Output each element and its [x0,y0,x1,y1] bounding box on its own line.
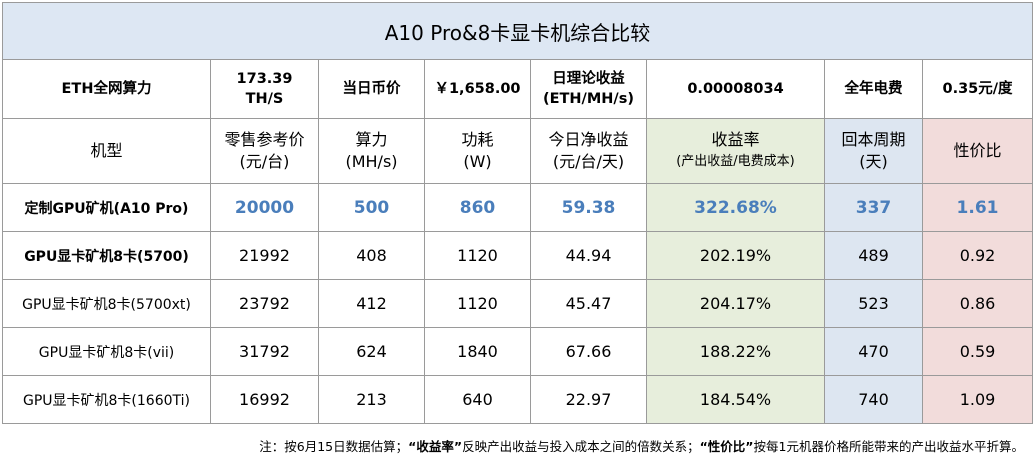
header-hash-unit: (MH/s) [345,152,398,171]
row-payback: 337 [824,183,923,232]
header-power-label: 功耗 [461,130,494,149]
footnote-part1: 注：按6月15日数据估算； [259,439,409,454]
row-net: 59.38 [530,183,647,232]
header-yield: 收益率 (产出收益/电费成本) [646,118,825,184]
row-model: GPU显卡矿机8卡(5700) [2,231,211,280]
header-payback-unit: (天) [859,152,888,171]
row-payback: 489 [824,231,923,280]
row-power: 640 [424,375,531,424]
row-value: 0.59 [921,327,1034,376]
header-net: 今日净收益 (元/台/天) [530,118,647,184]
row-hash: 412 [318,279,425,328]
header-yield-unit: (产出收益/电费成本) [676,154,795,169]
row-power: 1120 [424,231,531,280]
table-title: A10 Pro&8卡显卡机综合比较 [1,2,1034,60]
header-price-label: 零售参考价 [224,130,305,149]
electricity-label: 全年电费 [824,59,923,119]
row-yield: 202.19% [646,231,825,280]
header-payback-label: 回本周期 [841,130,906,149]
comparison-table: A10 Pro&8卡显卡机综合比较 ETH全网算力 173.39 TH/S 当日币… [1,2,1034,424]
row-yield: 204.17% [646,279,825,328]
table-row: 定制GPU矿机(A10 Pro) 20000 500 860 59.38 322… [2,183,1034,232]
row-model: 定制GPU矿机(A10 Pro) [2,183,211,232]
price-label: 当日币价 [318,59,425,119]
row-price: 16992 [210,375,319,424]
row-hash: 408 [318,231,425,280]
table-row: GPU显卡矿机8卡(5700) 21992 408 1120 44.94 202… [2,231,1034,280]
row-model: GPU显卡矿机8卡(5700xt) [2,279,211,328]
price-value: ￥1,658.00 [424,59,531,119]
row-value: 0.92 [921,231,1034,280]
row-net: 22.97 [530,375,647,424]
table-row: GPU显卡矿机8卡(vii) 31792 624 1840 67.66 188.… [2,327,1034,376]
row-value: 0.86 [921,279,1034,328]
row-value: 1.09 [921,375,1034,424]
footnote-part3: 按每1元机器价格所能带来的产出收益水平折算。 [753,439,1024,454]
row-price: 21992 [210,231,319,280]
row-yield: 322.68% [646,183,825,232]
header-price: 零售参考价 (元/台) [210,118,319,184]
header-yield-label: 收益率 [711,130,760,149]
row-price: 31792 [210,327,319,376]
table-row: GPU显卡矿机8卡(1660Ti) 16992 213 640 22.97 18… [2,375,1034,424]
row-yield: 188.22% [646,327,825,376]
hashrate-label: ETH全网算力 [2,59,211,119]
stats-row: ETH全网算力 173.39 TH/S 当日币价 ￥1,658.00 日理论收益(… [2,59,1034,119]
header-net-label: 今日净收益 [548,130,629,149]
header-hash-label: 算力 [355,130,388,149]
row-net: 67.66 [530,327,647,376]
header-power-unit: (W) [463,152,492,171]
header-price-unit: (元/台) [239,152,290,171]
footnote-term-value: “性价比” [699,439,754,454]
hashrate-value: 173.39 TH/S [210,59,319,119]
header-hash: 算力 (MH/s) [318,118,425,184]
electricity-value: 0.35元/度 [921,59,1034,119]
table-row: GPU显卡矿机8卡(5700xt) 23792 412 1120 45.47 2… [2,279,1034,328]
row-price: 23792 [210,279,319,328]
header-model: 机型 [2,118,211,184]
footnote-term-yield: “收益率” [408,439,463,454]
row-hash: 213 [318,375,425,424]
row-power: 860 [424,183,531,232]
row-payback: 523 [824,279,923,328]
row-model: GPU显卡矿机8卡(1660Ti) [2,375,211,424]
header-power: 功耗 (W) [424,118,531,184]
header-net-unit: (元/台/天) [552,152,625,171]
row-price: 20000 [210,183,319,232]
row-yield: 184.54% [646,375,825,424]
header-payback: 回本周期 (天) [824,118,923,184]
header-row: 机型 零售参考价 (元/台) 算力 (MH/s) 功耗 (W) 今日净收益 (元/台/天… [2,118,1034,184]
row-payback: 740 [824,375,923,424]
header-value: 性价比 [921,118,1034,184]
footnote: 注：按6月15日数据估算；“收益率”反映产出收益与投入成本之间的倍数关系；“性价… [0,435,1024,459]
row-model: GPU显卡矿机8卡(vii) [2,327,211,376]
row-value: 1.61 [921,183,1034,232]
income-value: 0.00008034 [646,59,825,119]
row-hash: 624 [318,327,425,376]
row-payback: 470 [824,327,923,376]
row-net: 45.47 [530,279,647,328]
footnote-part2: 反映产出收益与投入成本之间的倍数关系； [462,439,700,454]
income-label: 日理论收益 (ETH/MH/s) [530,59,647,119]
row-net: 44.94 [530,231,647,280]
row-hash: 500 [318,183,425,232]
row-power: 1840 [424,327,531,376]
row-power: 1120 [424,279,531,328]
